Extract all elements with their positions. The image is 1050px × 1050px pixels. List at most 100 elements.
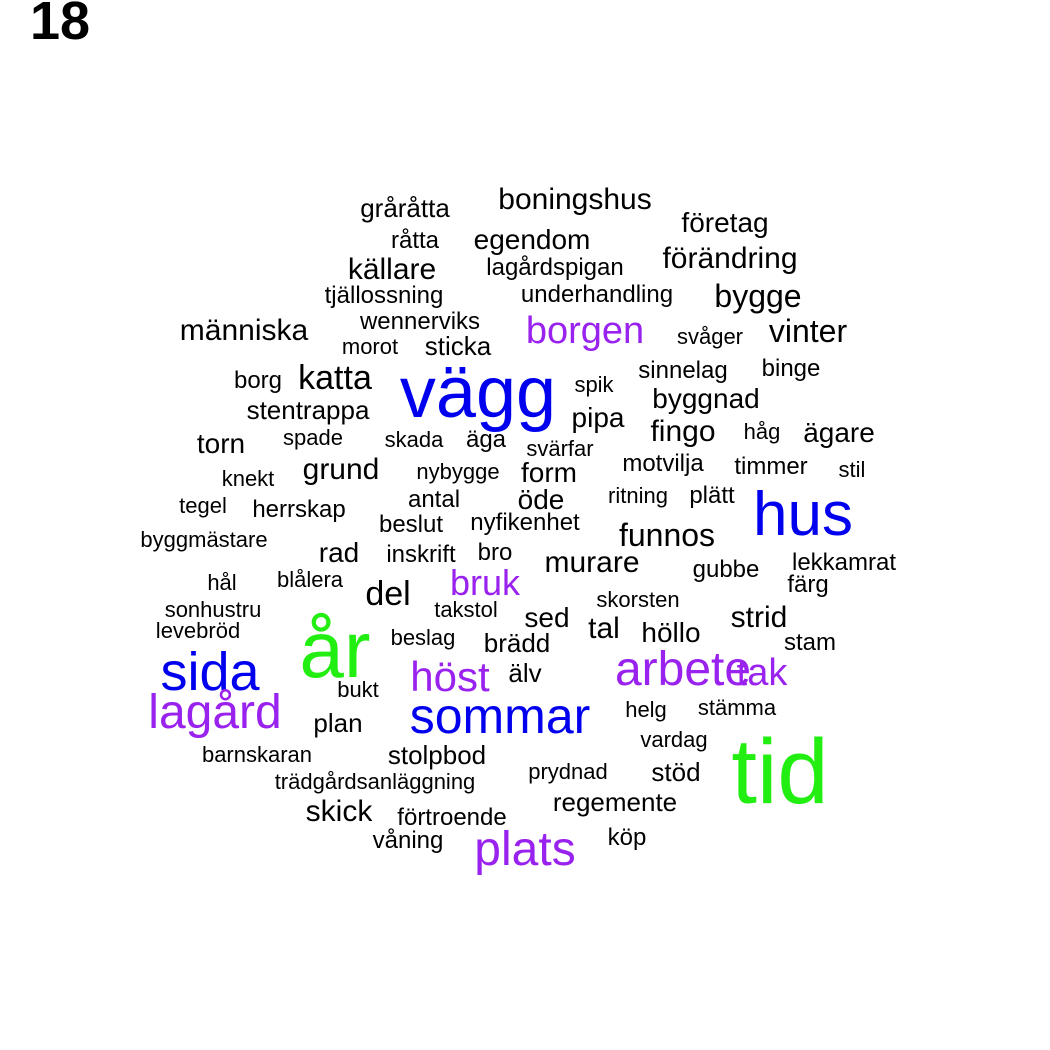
word-levebrod: levebröd: [155, 618, 241, 643]
word-vaning: våning: [372, 827, 444, 854]
word-fortroende: förtroende: [397, 804, 507, 831]
word-platt: plätt: [689, 482, 735, 509]
word-inskrift: inskrift: [386, 541, 456, 568]
word-lekkamrat: lekkamrat: [791, 549, 897, 576]
word-skorsten: skorsten: [596, 587, 680, 612]
word-svager: svåger: [676, 324, 744, 349]
word-stod: stöd: [651, 757, 701, 787]
word-knekt: knekt: [221, 466, 275, 491]
word-gubbe: gubbe: [692, 556, 760, 583]
word-stam: stam: [783, 629, 837, 656]
word-prydnad: prydnad: [528, 759, 608, 784]
word-herrskap: herrskap: [252, 496, 346, 523]
word-helg: helg: [625, 697, 667, 722]
word-regemente: regemente: [552, 787, 678, 817]
word-bro: bro: [477, 539, 513, 566]
word-byggnad: byggnad: [652, 383, 760, 414]
word-tjallossning: tjällossning: [324, 282, 444, 309]
word-foretag: företag: [681, 207, 769, 238]
word-aga: äga: [465, 426, 507, 453]
word-pipa: pipa: [571, 402, 625, 433]
word-nyfikenhet: nyfikenhet: [470, 509, 580, 536]
word-skick: skick: [305, 795, 373, 828]
word-stil: stil: [838, 457, 866, 482]
word-sonhustru: sonhustru: [164, 597, 262, 622]
word-barnskaran: barnskaran: [201, 742, 313, 767]
word-antal: antal: [407, 486, 461, 513]
word-borg: borg: [233, 367, 283, 394]
word-beslag: beslag: [390, 625, 456, 650]
word-host: höst: [410, 653, 490, 700]
word-tid: tid: [731, 721, 829, 823]
word-binge: binge: [761, 355, 821, 382]
word-stamma: stämma: [697, 695, 777, 720]
word-hal: hål: [207, 570, 237, 595]
word-spade: spade: [283, 425, 343, 450]
word-borgen: borgen: [525, 310, 645, 352]
word-grund: grund: [302, 453, 380, 486]
word-ritning: ritning: [608, 483, 668, 508]
word-rad: rad: [318, 537, 360, 568]
word-morot: morot: [341, 334, 399, 359]
word-underhandling: underhandling: [520, 281, 674, 308]
word-kop: köp: [607, 824, 647, 851]
word-ode: öde: [517, 484, 565, 515]
word-spik: spik: [574, 372, 614, 397]
word-vardag: vardag: [640, 727, 708, 752]
word-tak: tak: [736, 652, 788, 694]
word-graratta: gråråtta: [360, 193, 450, 223]
word-vinter: vinter: [768, 313, 848, 349]
word-arbete: arbete: [614, 643, 752, 696]
word-vagg: vägg: [399, 353, 557, 433]
word-bygge: bygge: [714, 278, 802, 314]
word-hollo: höllo: [641, 617, 701, 648]
word-hag: håg: [743, 419, 781, 444]
word-plats: plats: [474, 823, 576, 876]
page-number: 18: [30, 0, 91, 51]
word-manniska: människa: [179, 314, 309, 347]
word-nybygge: nybygge: [416, 459, 500, 484]
word-sticka: sticka: [424, 331, 492, 361]
word-sed: sed: [524, 602, 570, 633]
word-svarfar: svärfar: [526, 436, 594, 461]
word-strid: strid: [730, 601, 788, 634]
word-motvilja: motvilja: [622, 450, 704, 477]
word-plan: plan: [313, 708, 363, 738]
word-egendom: egendom: [473, 224, 591, 255]
word-form: form: [521, 457, 577, 488]
word-stentrappa: stentrappa: [246, 395, 370, 425]
word-stolpbod: stolpbod: [387, 740, 487, 770]
word-sinnelag: sinnelag: [638, 357, 728, 384]
word-forandring: förändring: [662, 242, 798, 275]
word-katta: katta: [298, 359, 372, 397]
word-hus: hus: [753, 480, 853, 549]
word-lagard: lagård: [148, 686, 282, 739]
word-timmer: timmer: [734, 453, 808, 480]
word-tradgardsanlaggning: trädgårdsanläggning: [274, 769, 476, 794]
word-kallare: källare: [347, 253, 437, 286]
word-bradd: brädd: [483, 628, 551, 658]
word-murare: murare: [544, 546, 640, 579]
word-blalera: blålera: [276, 567, 344, 592]
word-funnos: funnos: [618, 517, 716, 553]
word-del: del: [365, 575, 411, 613]
word-bruk: bruk: [449, 562, 521, 603]
word-ratta: råtta: [390, 227, 440, 254]
word-lagardspigan: lagårdspigan: [486, 254, 624, 281]
word-byggmastare: byggmästare: [140, 527, 268, 552]
word-torn: torn: [196, 428, 246, 459]
word-sommar: sommar: [409, 688, 591, 744]
word-takstol: takstol: [434, 597, 498, 622]
word-fingo: fingo: [650, 415, 716, 448]
word-beslut: beslut: [378, 511, 444, 538]
word-farg: färg: [787, 571, 829, 598]
word-alv: älv: [508, 658, 542, 688]
word-wennerviks: wennerviks: [359, 308, 481, 335]
word-tal: tal: [588, 612, 620, 645]
word-ar: år: [299, 605, 371, 694]
word-boningshus: boningshus: [498, 183, 652, 216]
word-tegel: tegel: [179, 493, 227, 518]
word-bukt: bukt: [337, 677, 379, 702]
word-skada: skada: [384, 427, 444, 452]
